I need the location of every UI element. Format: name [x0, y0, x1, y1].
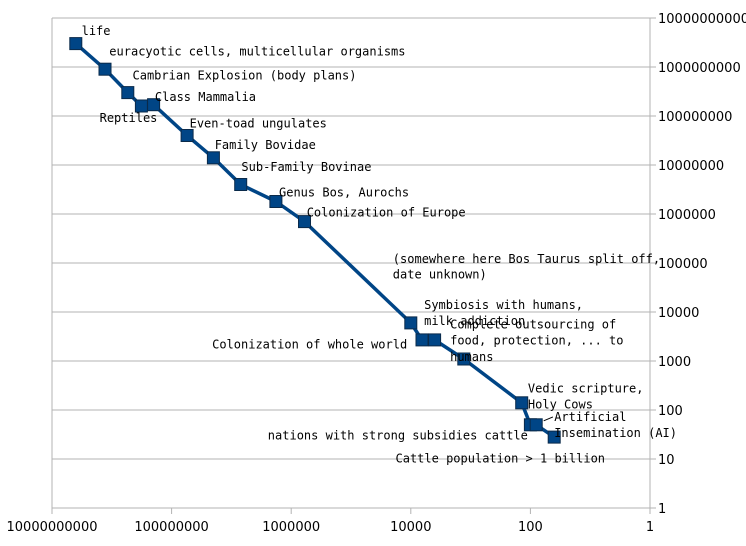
annotation-label: Family Bovidae	[215, 138, 316, 152]
data-point-marker	[428, 333, 442, 347]
y-tick-label: 100000	[658, 257, 708, 272]
y-tick-label: 10000000000	[658, 12, 746, 27]
annotation-label: Cattle population > 1 billion	[396, 452, 606, 466]
annotation-label: date unknown)	[393, 268, 487, 282]
annotation-label: Complete outsourcing of	[450, 318, 616, 332]
y-tick-label: 1000000	[658, 208, 716, 223]
data-point-marker	[206, 151, 220, 165]
data-point-marker	[69, 37, 83, 51]
annotation-label: Cambrian Explosion (body plans)	[133, 69, 357, 83]
data-point-marker	[529, 418, 543, 432]
annotation-label: Class Mammalia	[155, 90, 256, 104]
annotation-label: Sub-Family Bovinae	[241, 160, 371, 174]
annotation-leader-line	[543, 416, 554, 422]
y-tick-label: 100	[658, 404, 683, 419]
annotation-label: food, protection, ... to	[450, 334, 623, 348]
annotation-label: Artificial	[554, 410, 626, 424]
annotation-label: Even-toad ungulates	[190, 117, 327, 131]
data-point-marker	[404, 316, 418, 330]
annotation-label: Reptiles	[100, 111, 158, 125]
y-tick-label: 10000	[658, 306, 699, 321]
annotation-label: (somewhere here Bos Taurus split off,	[393, 252, 660, 266]
data-point-marker	[98, 62, 112, 76]
annotation-label: Symbiosis with humans,	[424, 298, 583, 312]
annotation-label: milk addiction	[424, 314, 525, 328]
y-axis-ticks: 1 10 100 1000 10000 100000 1000000 10000000 1000…	[650, 12, 746, 517]
annotation-label: Holy Cows	[528, 397, 593, 411]
annotation-label: humans	[450, 350, 493, 364]
annotation-label: Insemination (AI)	[554, 426, 677, 440]
annotation-label: Colonization of Europe	[307, 206, 466, 220]
x-tick-label: 1000000	[262, 520, 320, 535]
y-tick-label: 1000000000	[658, 61, 741, 76]
y-gridlines	[52, 66, 650, 460]
data-point-marker	[121, 86, 135, 100]
annotation-label: Vedic scripture,	[528, 381, 644, 395]
data-point-marker	[415, 333, 429, 347]
x-tick-label: 100000000	[134, 520, 208, 535]
data-point-marker	[269, 195, 283, 208]
y-tick-label: 100000000	[658, 110, 732, 125]
data-point-marker	[457, 352, 471, 366]
x-tick-label: 1	[646, 520, 654, 535]
y-tick-label: 1000	[658, 355, 691, 370]
y-tick-label: 1	[658, 502, 666, 517]
y-tick-label: 10	[658, 453, 675, 468]
x-tick-label: 10000000000	[7, 520, 98, 535]
data-point-marker	[547, 430, 561, 444]
annotation-label: nations with strong subsidies cattle	[268, 429, 528, 443]
data-point-marker	[234, 178, 248, 191]
y-tick-label: 10000000	[658, 159, 724, 174]
annotation-label: Colonization of whole world	[212, 338, 407, 352]
x-tick-label: 10000	[390, 520, 431, 535]
x-axis-ticks: 10000000000 100000000 1000000 10000 100 1	[7, 508, 654, 535]
data-point-marker	[180, 129, 194, 142]
data-point-marker	[147, 98, 161, 112]
annotation-label: Genus Bos, Aurochs	[279, 185, 409, 199]
data-point-marker	[515, 396, 529, 410]
annotation-label: life	[82, 24, 111, 38]
annotations: life euracyotic cells, multicellular orga…	[82, 24, 677, 466]
series-1	[69, 37, 561, 444]
annotation-label: euracyotic cells, multicellular organism…	[109, 45, 405, 59]
data-point-marker	[298, 215, 311, 229]
x-tick-label: 100	[518, 520, 543, 535]
